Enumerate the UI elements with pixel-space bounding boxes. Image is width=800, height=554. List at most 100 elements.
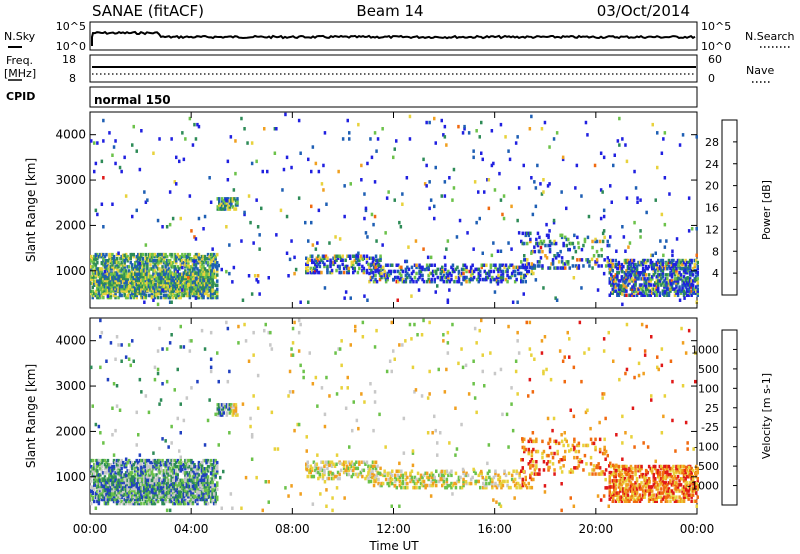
- rti-cell: [625, 289, 628, 293]
- rti-cell: [624, 143, 627, 147]
- rti-cell: [94, 265, 98, 269]
- rti-cell: [347, 270, 350, 275]
- rti-cell: [206, 269, 210, 273]
- rti-cell: [102, 276, 105, 281]
- rti-cell: [97, 486, 101, 491]
- rti-cell: [147, 490, 151, 495]
- rti-cell: [108, 257, 111, 261]
- rti-cell: [526, 271, 529, 276]
- rti-cell: [141, 265, 145, 269]
- rti-cell: [156, 494, 160, 499]
- rti-cell: [179, 478, 182, 483]
- rti-cell: [120, 458, 123, 463]
- rti-cell: [450, 265, 453, 270]
- rti-cell: [362, 270, 366, 275]
- rti-cell: [141, 257, 145, 261]
- rti-cell: [329, 270, 332, 275]
- rti-cell: [114, 265, 117, 269]
- rti-cell: [144, 243, 148, 247]
- rti-cell: [429, 198, 433, 202]
- rti-cell: [144, 254, 148, 259]
- rti-cell: [516, 265, 520, 270]
- rti-cell: [150, 274, 154, 279]
- rti-cell: [216, 279, 219, 283]
- rti-cell: [114, 471, 117, 475]
- rti-cell: [401, 269, 405, 274]
- rti-cell: [623, 258, 627, 263]
- rti-cell: [634, 273, 637, 277]
- rti-cell: [194, 494, 198, 499]
- rti-cell: [400, 267, 403, 272]
- rti-cell: [617, 279, 621, 283]
- rti-cell: [106, 482, 110, 487]
- rti-cell: [115, 492, 119, 497]
- rti-cell: [175, 490, 178, 495]
- rti-cell: [236, 197, 239, 201]
- rti-cell: [147, 280, 151, 285]
- rti-cell: [534, 204, 538, 209]
- rti-cell: [533, 249, 537, 254]
- rti-cell: [637, 271, 640, 275]
- rti-cell: [594, 239, 597, 244]
- rti-cell: [147, 478, 151, 483]
- rti-cell: [127, 291, 131, 296]
- rti-cell: [162, 475, 166, 479]
- rti-cell: [144, 458, 148, 463]
- rti-cell: [159, 261, 163, 265]
- rti-cell: [637, 287, 640, 291]
- rti-cell: [203, 482, 207, 487]
- rti-cell: [132, 490, 135, 495]
- rti-cell: [173, 267, 176, 271]
- rti-cell: [187, 265, 190, 269]
- rti-cell: [477, 271, 480, 276]
- rti-cell: [115, 471, 119, 475]
- rti-cell: [260, 206, 263, 211]
- rti-cell: [109, 265, 113, 269]
- rti-cell: [117, 480, 120, 485]
- rti-cell: [158, 278, 161, 283]
- rti-cell: [205, 494, 208, 499]
- rti-cell: [471, 271, 474, 276]
- rti-cell: [309, 266, 312, 271]
- rti-cell: [398, 220, 401, 225]
- rti-cell: [376, 258, 379, 262]
- rti-cell: [619, 291, 622, 295]
- rti-cell: [441, 265, 444, 270]
- rti-cell: [227, 197, 230, 201]
- rti-cell: [140, 495, 143, 500]
- rti-cell: [518, 265, 521, 270]
- rti-cell: [352, 464, 355, 468]
- rti-cell: [406, 265, 409, 270]
- rti-cell: [634, 271, 637, 275]
- rti-cell: [631, 258, 634, 263]
- rti-cell: [350, 260, 353, 265]
- rti-cell: [111, 280, 114, 285]
- rti-cell: [425, 265, 429, 270]
- rti-cell: [135, 488, 138, 493]
- rti-cell: [155, 271, 158, 275]
- rti-cell: [225, 411, 229, 415]
- rti-cell: [105, 267, 108, 271]
- rti-cell: [96, 471, 99, 475]
- rti-cell: [162, 497, 166, 502]
- rti-cell: [199, 282, 202, 287]
- rti-cell: [191, 480, 195, 485]
- rti-cell: [162, 254, 166, 259]
- rti-cell: [143, 484, 146, 489]
- rti-cell: [200, 257, 204, 261]
- rti-cell: [197, 254, 201, 259]
- rti-cell: [162, 261, 166, 265]
- rti-cell: [520, 260, 523, 264]
- rti-cell: [199, 478, 202, 483]
- rti-cell: [175, 293, 178, 298]
- rti-cell: [613, 264, 616, 269]
- rti-cell: [695, 271, 698, 275]
- rti-cell: [346, 466, 349, 471]
- rti-cell: [176, 269, 179, 274]
- rti-cell: [202, 282, 205, 287]
- rti-cell: [176, 265, 179, 269]
- rti-cell: [100, 291, 104, 296]
- rti-cell: [362, 254, 366, 258]
- rti-cell: [123, 497, 126, 502]
- rti-cell: [112, 261, 116, 265]
